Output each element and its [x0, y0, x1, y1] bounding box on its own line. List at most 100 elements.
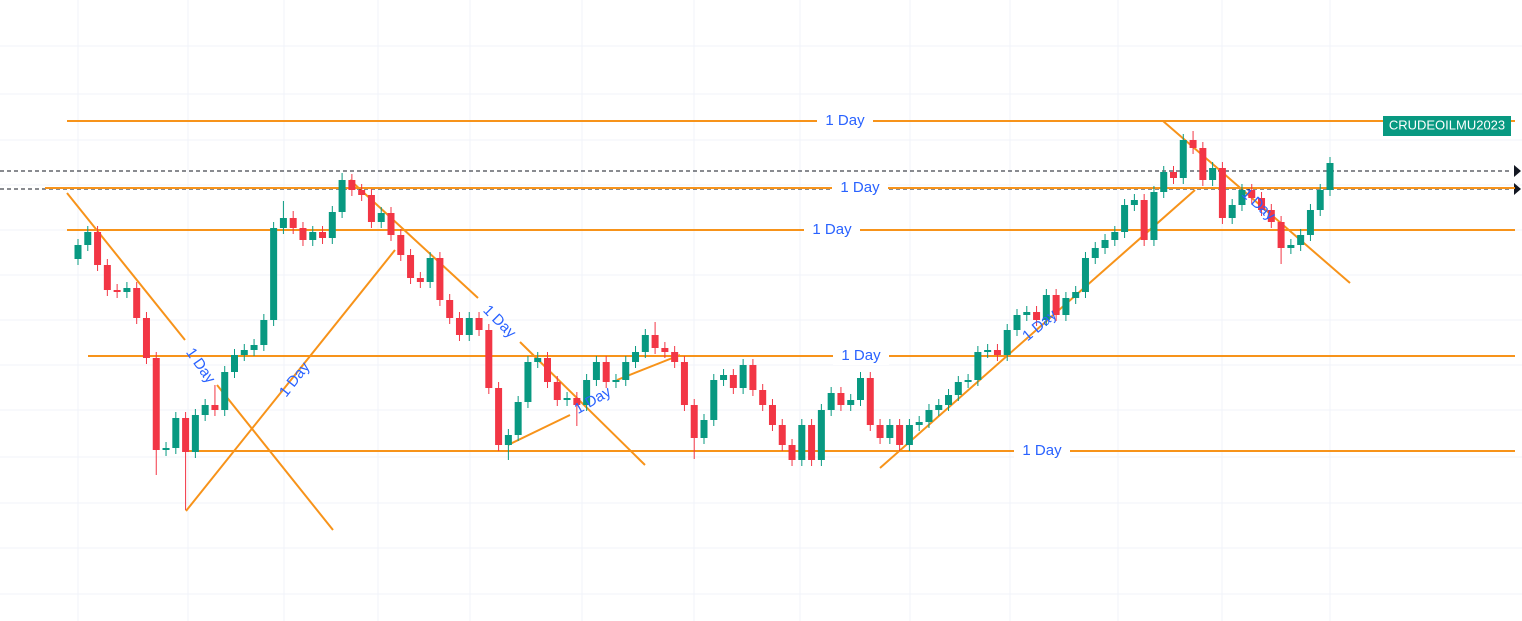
candle-body [544, 358, 551, 382]
candle-body [142, 318, 150, 358]
candle-body [1042, 295, 1050, 320]
candle-body [1287, 245, 1295, 248]
candle-body [866, 378, 874, 425]
candle-body [1111, 232, 1119, 240]
candle-body [201, 405, 209, 415]
candle-body [710, 380, 718, 420]
candle-body [299, 228, 307, 240]
candle-body [945, 395, 953, 405]
candle-body [729, 375, 737, 388]
candle-body [954, 382, 962, 395]
candle-body [1003, 330, 1011, 355]
candle-body [1316, 190, 1324, 210]
level-label: 1 Day [840, 179, 880, 196]
candle-body [416, 278, 424, 282]
candle-body [289, 218, 297, 228]
candle-body [152, 358, 160, 450]
candle-body [1150, 192, 1158, 240]
candle-body [436, 258, 444, 300]
candle-body [495, 388, 503, 445]
trend-line [185, 249, 396, 512]
candle-body [1218, 168, 1226, 218]
candle-body [847, 400, 855, 405]
candle-body [671, 352, 679, 362]
candle-body [1170, 172, 1177, 178]
candle-body [133, 288, 141, 318]
candle-body [798, 425, 806, 460]
candle-body [1081, 258, 1089, 292]
candle-body [1160, 172, 1168, 192]
candle-body [240, 350, 248, 355]
candle-body [260, 320, 268, 345]
candle-body [778, 425, 786, 445]
candle-body [651, 335, 659, 348]
candle-body [739, 365, 747, 388]
candle-body [700, 420, 708, 438]
level-label-bg [804, 221, 860, 239]
level-label-bg [833, 347, 889, 365]
candle-body [1101, 240, 1109, 248]
candle-body [123, 288, 131, 292]
symbol-label: CRUDEOILMU2023 [1389, 117, 1505, 132]
candle-body [1306, 210, 1314, 235]
candle-body [602, 362, 610, 382]
candle-body [113, 290, 121, 292]
candle-body [622, 362, 630, 380]
candle-body [465, 318, 473, 335]
candle-body [455, 318, 463, 335]
candle-body [1052, 295, 1060, 315]
candle-body [857, 378, 864, 400]
candle-body [817, 410, 825, 460]
candle-body [279, 218, 287, 228]
candle-body [553, 382, 561, 400]
candle-body [563, 398, 571, 400]
trend-line [66, 192, 186, 341]
candle-body [94, 232, 102, 265]
candle-body [191, 415, 199, 452]
candle-body [221, 372, 229, 410]
candle-body [720, 375, 728, 380]
candle-body [426, 258, 434, 282]
candles [74, 131, 1334, 510]
candle-body [1277, 222, 1285, 248]
level-label: 1 Day [812, 221, 852, 238]
candle-body [1228, 205, 1236, 218]
candle-body [1267, 210, 1275, 222]
candle-body [583, 380, 591, 405]
price-marker [1514, 165, 1521, 177]
level-label: 1 Day [825, 112, 865, 129]
candle-body [592, 362, 600, 380]
candle-body [1062, 298, 1070, 315]
candle-body [680, 362, 688, 405]
candle-body [367, 195, 375, 222]
candle-body [397, 235, 405, 255]
candle-body [103, 265, 111, 290]
candle-body [612, 380, 620, 382]
symbol-tag: CRUDEOILMU2023 [1383, 116, 1511, 136]
candle-body [319, 232, 327, 238]
candle-body [1258, 198, 1266, 210]
trend-lines [66, 120, 1351, 531]
candle-body [1209, 168, 1217, 180]
candle-body [446, 300, 454, 318]
candle-body [1130, 200, 1138, 205]
candle-body [524, 362, 532, 402]
candle-body [1326, 163, 1334, 190]
candle-body [162, 448, 170, 450]
candle-body [475, 318, 483, 330]
candle-body [1091, 248, 1099, 258]
candle-body [1189, 140, 1197, 148]
candle-body [964, 380, 972, 382]
candle-body [1199, 148, 1207, 180]
candle-body [534, 358, 542, 362]
candle-body [1238, 190, 1246, 205]
candle-body [827, 393, 835, 410]
trend-line [216, 384, 334, 531]
level-label: 1 Day [841, 347, 881, 364]
candle-body [984, 350, 992, 352]
candle-body [690, 405, 698, 438]
candle-body [328, 212, 336, 238]
candle-body [808, 425, 816, 460]
candle-body [1179, 140, 1187, 178]
candle-body [182, 418, 190, 452]
